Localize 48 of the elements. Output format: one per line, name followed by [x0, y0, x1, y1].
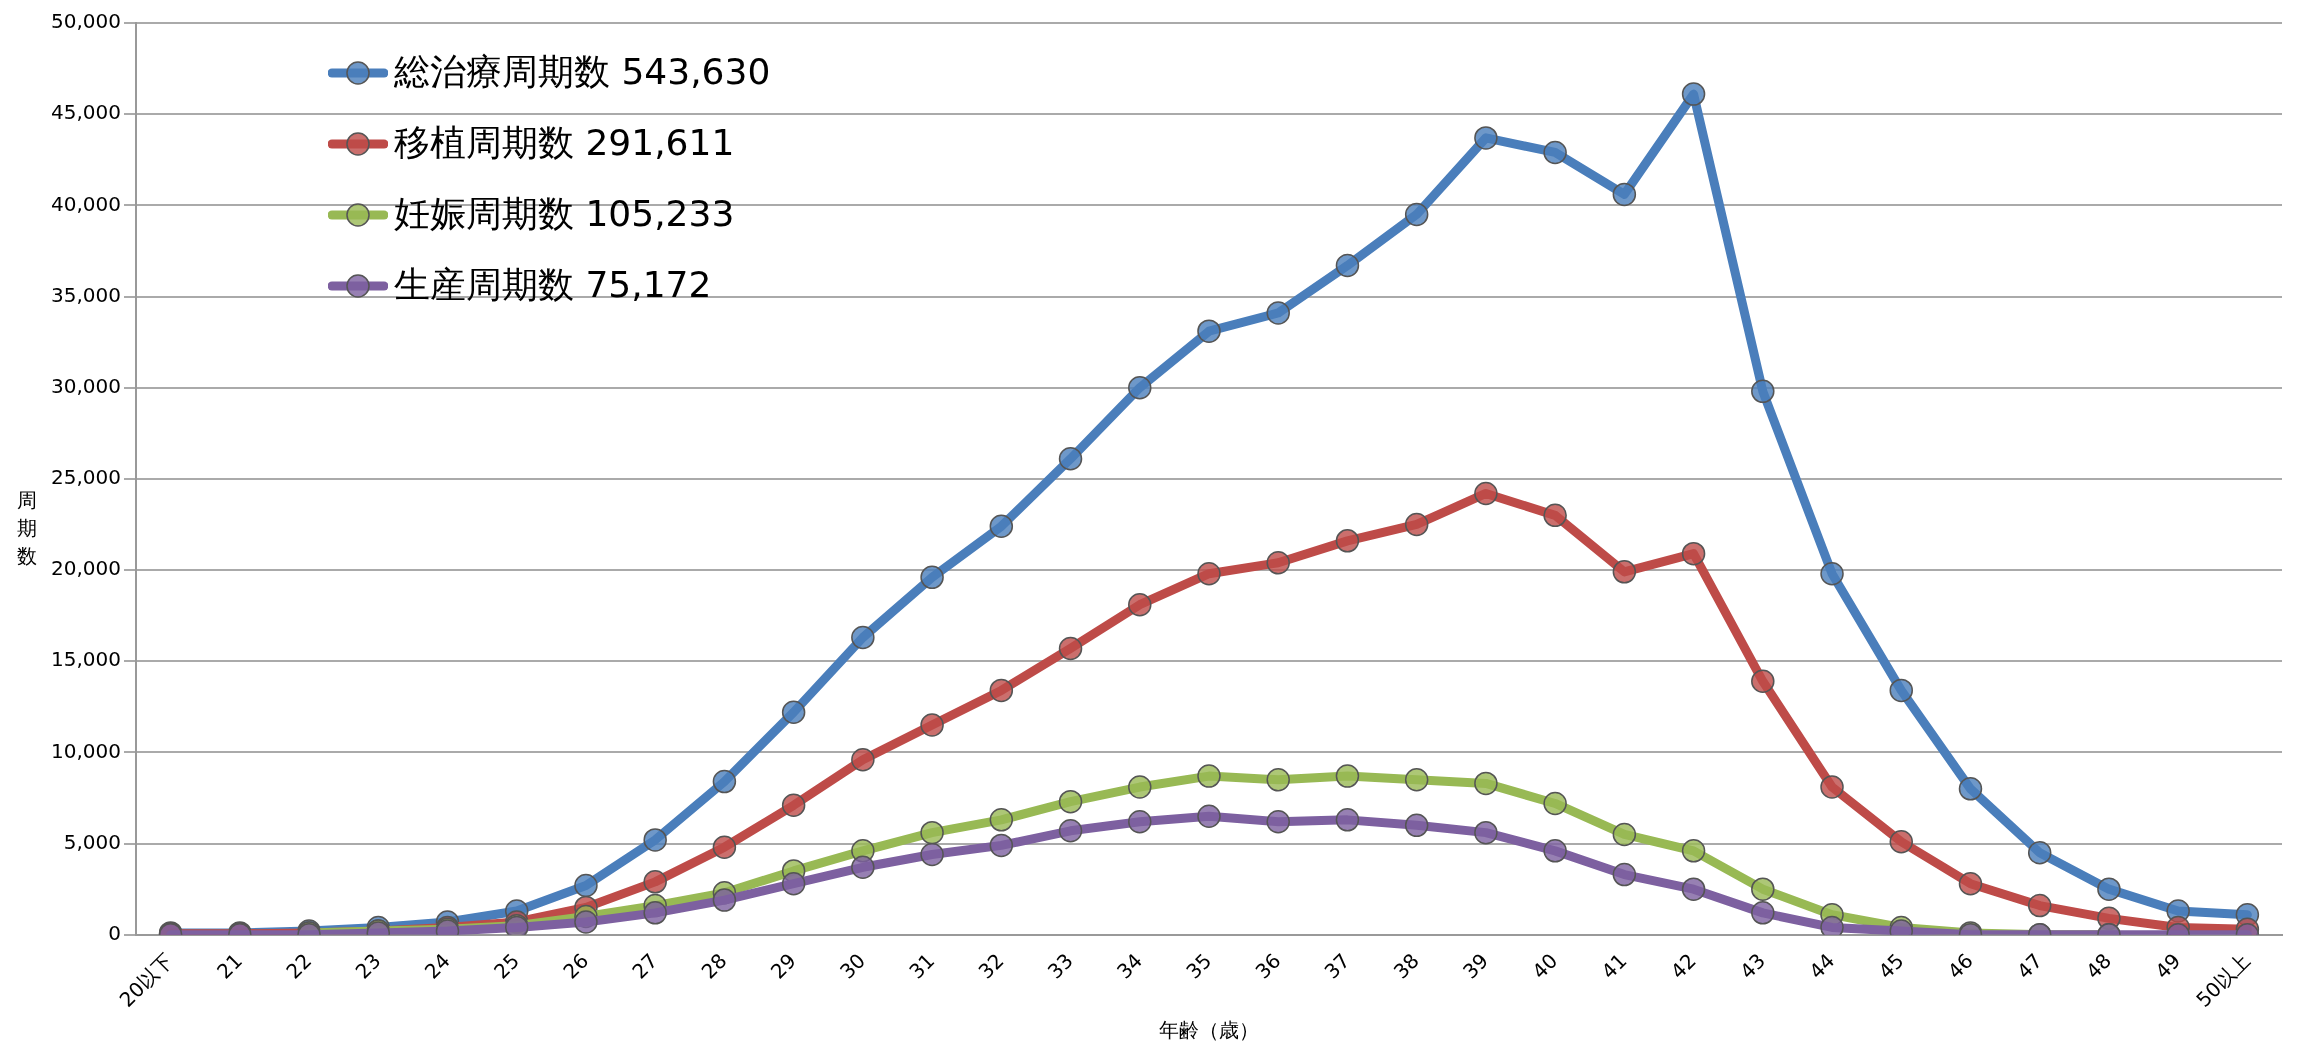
legend-label: 総治療周期数 543,630 [394, 50, 771, 94]
x-tick-label: 42 [1665, 948, 1701, 984]
x-tick-label: 37 [1319, 948, 1355, 984]
x-tick-label: 50以上 [2191, 948, 2255, 1012]
x-tick-label: 33 [1042, 948, 1078, 984]
x-tick-label: 39 [1458, 948, 1494, 984]
y-tick-label: 5,000 [63, 829, 121, 854]
y-tick-label: 25,000 [51, 465, 121, 490]
y-tick-label: 50,000 [51, 9, 121, 34]
x-tick-label: 31 [904, 948, 940, 984]
x-tick-label: 47 [2011, 948, 2047, 984]
legend-label: 生産周期数 75,172 [394, 263, 712, 307]
x-tick-label: 34 [1112, 948, 1147, 984]
x-tick-label: 36 [1250, 948, 1286, 984]
x-tick-label: 48 [2081, 948, 2117, 984]
x-tick-label: 27 [627, 948, 663, 984]
x-tick-label: 20以下 [114, 948, 178, 1012]
x-tick-label: 24 [419, 948, 455, 984]
y-tick-label: 20,000 [51, 556, 121, 581]
x-tick-label: 40 [1527, 948, 1563, 984]
x-tick-label: 45 [1873, 948, 1909, 984]
x-tick-label: 46 [1942, 948, 1978, 984]
x-tick-label: 43 [1735, 948, 1771, 984]
y-axis-title: 周期数 [17, 487, 38, 570]
y-tick-label: 10,000 [51, 738, 121, 763]
legend-label: 妊娠周期数 105,233 [394, 192, 735, 236]
y-tick-label: 35,000 [51, 282, 121, 307]
x-tick-label: 41 [1596, 948, 1632, 984]
x-tick-label: 28 [696, 948, 732, 984]
x-tick-label: 22 [281, 948, 317, 984]
x-tick-label: 32 [973, 948, 1009, 984]
x-tick-label: 21 [212, 948, 248, 984]
y-tick-label: 15,000 [51, 647, 121, 672]
x-tick-label: 26 [558, 948, 594, 984]
x-tick-label: 38 [1388, 948, 1424, 984]
x-tick-label: 44 [1804, 948, 1840, 984]
y-tick-label: 30,000 [51, 373, 121, 398]
legend-label: 移植周期数 291,611 [394, 121, 735, 165]
x-tick-label: 35 [1181, 948, 1217, 984]
y-tick-label: 40,000 [51, 191, 121, 216]
x-tick-label: 30 [835, 948, 871, 984]
y-tick-label: 0 [108, 920, 121, 945]
x-tick-label: 23 [350, 948, 386, 984]
y-tick-label: 45,000 [51, 100, 121, 125]
x-tick-label: 49 [2150, 948, 2186, 984]
x-tick-label: 29 [765, 948, 801, 984]
x-axis-title: 年齢（歳） [1158, 1018, 1259, 1043]
x-tick-label: 25 [488, 948, 524, 984]
